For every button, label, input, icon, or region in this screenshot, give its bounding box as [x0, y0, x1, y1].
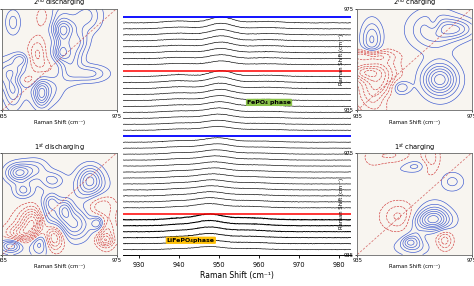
Title: $1^{st}$ discharging: $1^{st}$ discharging — [34, 141, 85, 153]
Title: $2^{nd}$ discharging: $2^{nd}$ discharging — [33, 0, 86, 9]
Title: $1^{st}$ charging: $1^{st}$ charging — [394, 141, 435, 153]
Text: LiFePO₄phase: LiFePO₄phase — [167, 238, 215, 243]
Title: $2^{nd}$ charging: $2^{nd}$ charging — [393, 0, 436, 9]
X-axis label: Raman Shift (cm⁻¹): Raman Shift (cm⁻¹) — [389, 120, 440, 125]
Text: FePO₄ phase: FePO₄ phase — [247, 100, 291, 105]
Y-axis label: Raman Shift (cm⁻¹): Raman Shift (cm⁻¹) — [339, 34, 344, 85]
X-axis label: Raman Shift (cm⁻¹): Raman Shift (cm⁻¹) — [389, 264, 440, 269]
X-axis label: Raman Shift (cm⁻¹): Raman Shift (cm⁻¹) — [34, 264, 85, 269]
X-axis label: Raman Shift (cm⁻¹): Raman Shift (cm⁻¹) — [34, 120, 85, 125]
Y-axis label: Raman Shift (cm⁻¹): Raman Shift (cm⁻¹) — [339, 178, 344, 229]
X-axis label: Raman Shift (cm⁻¹): Raman Shift (cm⁻¹) — [200, 271, 274, 280]
